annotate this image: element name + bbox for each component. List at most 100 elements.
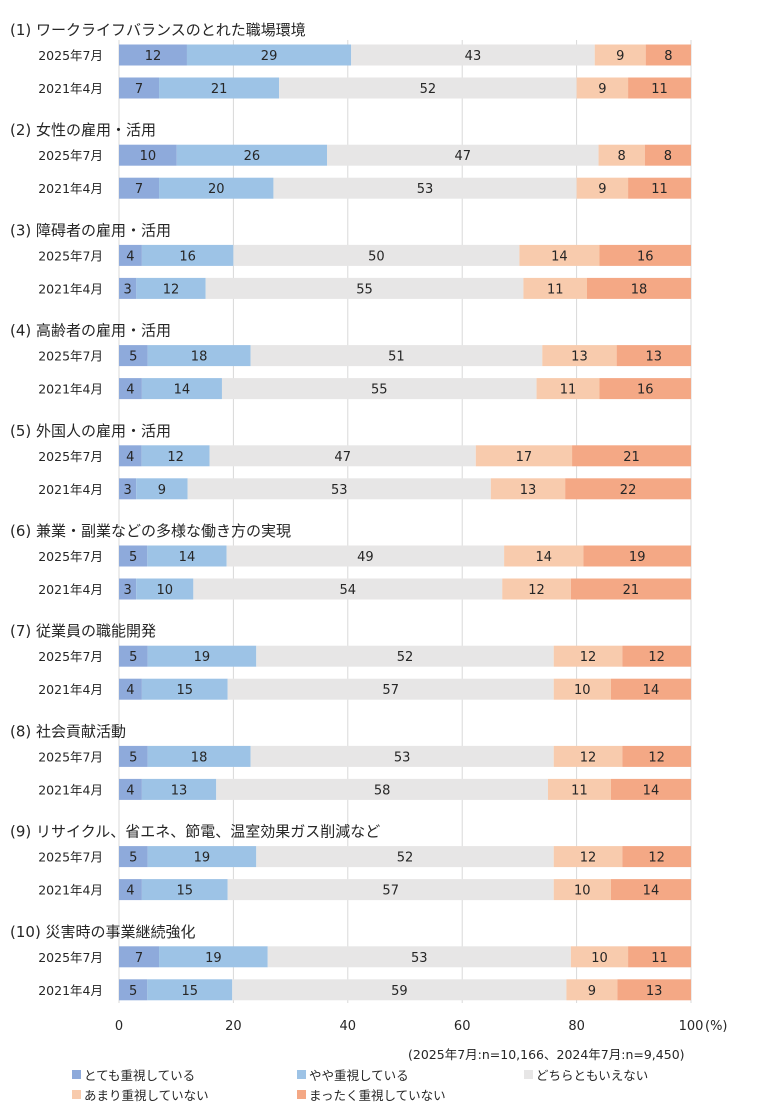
legend-item-very-important: とても重視している (72, 1065, 195, 1084)
data-label: 10 (574, 884, 591, 899)
row-label: 2025年7月 (38, 749, 103, 764)
data-label: 19 (205, 951, 222, 966)
row-label: 2021年4月 (38, 482, 103, 497)
bar-segment (119, 846, 148, 868)
data-label: 13 (646, 984, 663, 999)
data-label: 52 (397, 650, 414, 665)
bar-segment (119, 879, 142, 901)
data-label: 52 (420, 82, 437, 97)
data-label: 53 (411, 951, 428, 966)
bar-segment (553, 678, 611, 700)
legend-label: やや重視している (309, 1068, 409, 1083)
data-label: 8 (618, 149, 626, 164)
data-label: 54 (340, 583, 357, 598)
bar-segment (159, 77, 280, 99)
bar-segment (119, 177, 160, 199)
bar-segment (119, 445, 142, 467)
x-tick-label: 0 (115, 1019, 123, 1034)
data-label: 5 (129, 650, 137, 665)
group-title: (4) 高齢者の雇用・活用 (10, 322, 171, 340)
data-label: 14 (643, 783, 660, 798)
data-label: 55 (371, 383, 388, 398)
row-label: 2025年7月 (38, 48, 103, 63)
bar-segment (622, 645, 691, 667)
data-label: 18 (631, 282, 648, 297)
data-label: 9 (158, 483, 166, 498)
x-tick-label: 20 (225, 1019, 242, 1034)
bar-segment (351, 44, 595, 66)
legend-label: まったく重視していない (309, 1088, 446, 1103)
group-title: (9) リサイクル、省エネ、節電、温室効果ガス削減など (10, 823, 380, 841)
data-label: 47 (334, 450, 351, 465)
legend-swatch (72, 1090, 81, 1099)
data-label: 8 (664, 149, 672, 164)
data-label: 52 (397, 851, 414, 866)
bar-segment (186, 44, 352, 66)
bar-segment (250, 345, 543, 367)
bar-segment (523, 277, 587, 299)
row-label: 2021年4月 (38, 181, 103, 196)
data-label: 57 (382, 683, 399, 698)
data-label: 5 (129, 750, 137, 765)
bar-segment (617, 979, 691, 1001)
data-label: 4 (126, 884, 134, 899)
bar-segment (136, 478, 188, 500)
bar-segment (119, 946, 160, 968)
data-label: 26 (244, 149, 261, 164)
data-label: 16 (637, 383, 654, 398)
bar-segment (256, 645, 554, 667)
bar-segment (209, 445, 476, 467)
legend-swatch (72, 1070, 81, 1079)
data-label: 10 (140, 149, 157, 164)
bar-segment (622, 846, 691, 868)
data-label: 14 (535, 550, 552, 565)
row-label: 2025年7月 (38, 950, 103, 965)
bar-segment (147, 645, 257, 667)
bar-segment (502, 578, 571, 600)
bar-segment (610, 678, 691, 700)
bar-segment (232, 979, 567, 1001)
data-label: 14 (179, 550, 196, 565)
data-label: 51 (388, 350, 405, 365)
bar-segment (273, 177, 577, 199)
data-label: 4 (126, 450, 134, 465)
data-label: 22 (620, 483, 637, 498)
legend-label: どちらともいえない (536, 1068, 649, 1083)
data-label: 59 (391, 984, 408, 999)
bar-segment (159, 177, 274, 199)
bar-segment (644, 144, 691, 166)
data-label: 14 (551, 249, 568, 264)
data-label: 16 (637, 249, 654, 264)
legend-item-not-important: まったく重視していない (297, 1085, 446, 1104)
bar-segment (119, 378, 142, 400)
bar-segment (553, 745, 623, 767)
group-title: (7) 従業員の職能開発 (10, 622, 156, 640)
bar-segment (616, 345, 691, 367)
bar-segment (628, 77, 691, 99)
row-label: 2025年7月 (38, 549, 103, 564)
group-title: (2) 女性の雇用・活用 (10, 121, 156, 139)
x-tick-label: 100 (679, 1019, 704, 1034)
data-label: 12 (648, 650, 665, 665)
legend-item-neutral: どちらともいえない (524, 1065, 648, 1084)
data-label: 18 (191, 750, 208, 765)
data-label: 14 (643, 683, 660, 698)
row-label: 2025年7月 (38, 449, 103, 464)
data-label: 29 (261, 49, 278, 64)
bar-segment (553, 846, 623, 868)
bar-segment (570, 946, 629, 968)
legend-item-somewhat-important: やや重視している (297, 1065, 409, 1084)
bar-segment (119, 244, 142, 266)
bar-segment (147, 545, 227, 567)
legend-swatch (297, 1090, 306, 1099)
bar-segment (119, 678, 142, 700)
data-label: 5 (129, 851, 137, 866)
bar-segment (475, 445, 573, 467)
bar-segment (141, 879, 228, 901)
bar-segment (628, 177, 691, 199)
data-label: 9 (598, 82, 606, 97)
data-label: 53 (394, 750, 411, 765)
bar-segment (119, 345, 148, 367)
bar-segment (267, 946, 571, 968)
bar-segment (572, 445, 691, 467)
